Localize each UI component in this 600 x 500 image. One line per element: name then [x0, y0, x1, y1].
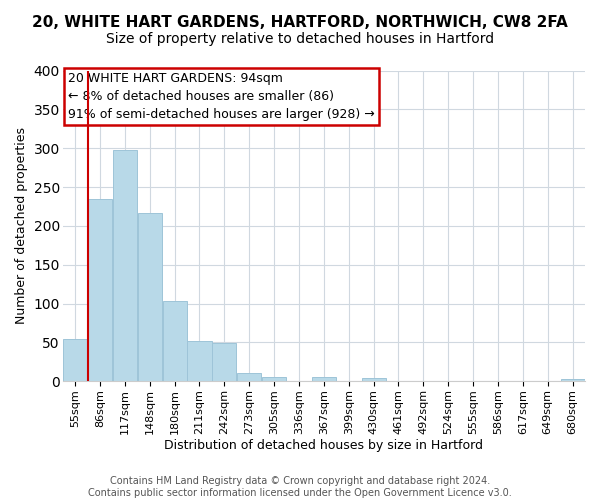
Bar [362, 378, 386, 381]
Bar [187, 341, 212, 381]
Bar [88, 200, 112, 381]
Y-axis label: Number of detached properties: Number of detached properties [15, 128, 28, 324]
Bar [560, 379, 584, 381]
X-axis label: Distribution of detached houses by size in Hartford: Distribution of detached houses by size … [164, 440, 484, 452]
Bar [113, 150, 137, 381]
Bar [63, 339, 87, 381]
Text: Size of property relative to detached houses in Hartford: Size of property relative to detached ho… [106, 32, 494, 46]
Bar [312, 376, 336, 381]
Text: Contains HM Land Registry data © Crown copyright and database right 2024.
Contai: Contains HM Land Registry data © Crown c… [88, 476, 512, 498]
Text: 20, WHITE HART GARDENS, HARTFORD, NORTHWICH, CW8 2FA: 20, WHITE HART GARDENS, HARTFORD, NORTHW… [32, 15, 568, 30]
Bar [163, 301, 187, 381]
Bar [212, 343, 236, 381]
Bar [237, 372, 262, 381]
Bar [137, 214, 162, 381]
Text: 20 WHITE HART GARDENS: 94sqm
← 8% of detached houses are smaller (86)
91% of sem: 20 WHITE HART GARDENS: 94sqm ← 8% of det… [68, 72, 374, 121]
Bar [262, 376, 286, 381]
